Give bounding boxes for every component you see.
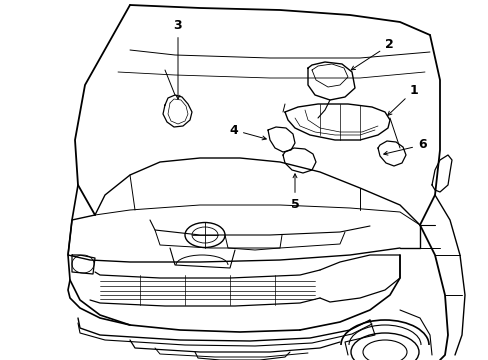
Text: 2: 2 xyxy=(350,39,393,70)
Text: 5: 5 xyxy=(290,174,299,211)
Text: 3: 3 xyxy=(173,19,182,99)
Text: 1: 1 xyxy=(387,84,418,115)
Text: 6: 6 xyxy=(383,139,426,155)
Text: 4: 4 xyxy=(229,123,266,140)
